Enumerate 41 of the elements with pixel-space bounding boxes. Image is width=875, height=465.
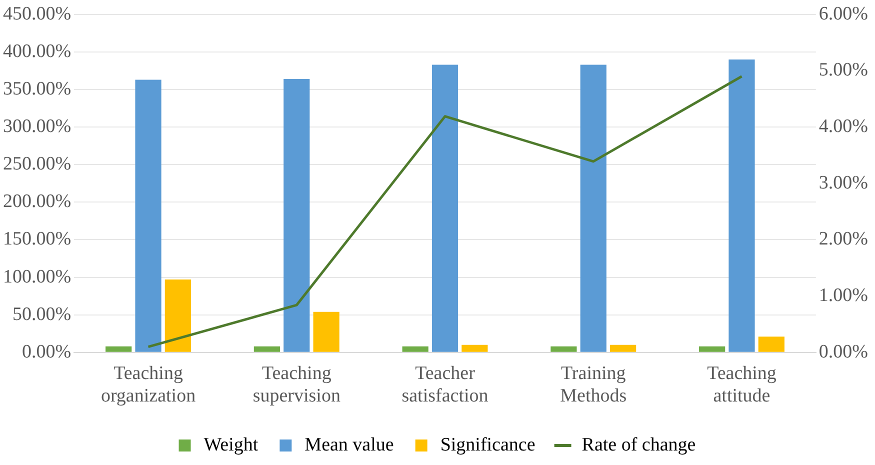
bar xyxy=(432,64,458,352)
y-tick-label: 250.00% xyxy=(3,154,72,175)
bar xyxy=(699,346,726,352)
bar xyxy=(550,346,577,352)
y2-tick-label: 3.00% xyxy=(818,172,868,194)
bar xyxy=(580,64,606,352)
y-tick-label: 100.00% xyxy=(3,266,72,288)
legend-label: Rate of change xyxy=(582,434,696,456)
legend-label: Significance xyxy=(440,434,536,456)
x-tick-label: Training Methods xyxy=(560,362,627,407)
bar xyxy=(610,344,636,352)
y2-tick-label: 1.00% xyxy=(818,285,868,306)
x-tick-label: Teaching supervision xyxy=(252,362,341,407)
bar xyxy=(164,280,191,352)
bar xyxy=(313,312,340,352)
y2-tick-label: 0.00% xyxy=(818,341,868,362)
bar xyxy=(106,346,132,352)
bar xyxy=(462,344,488,352)
y2-tick-label: 5.00% xyxy=(818,60,868,81)
y-tick-label: 0.00% xyxy=(22,341,72,362)
y-tick-label: 50.00% xyxy=(12,304,72,325)
x-tick-label: Teaching organization xyxy=(100,362,196,407)
y-tick-label: 400.00% xyxy=(3,40,72,62)
y2-tick-label: 6.00% xyxy=(818,3,868,24)
x-tick-label: Teacher satisfaction xyxy=(402,362,489,407)
legend-label: Mean value xyxy=(304,434,394,456)
bar xyxy=(758,336,784,352)
bar xyxy=(135,80,162,352)
y2-tick-label: 2.00% xyxy=(818,228,868,250)
bar xyxy=(284,78,310,352)
bar xyxy=(402,346,428,352)
bar xyxy=(254,346,280,352)
x-tick-label: Teaching attitude xyxy=(707,362,777,407)
bar xyxy=(728,59,755,352)
y2-tick-label: 4.00% xyxy=(818,116,868,138)
y-tick-label: 350.00% xyxy=(3,78,72,100)
y-tick-label: 150.00% xyxy=(3,228,72,250)
legend-label: Weight xyxy=(204,434,259,456)
y-tick-label: 450.00% xyxy=(3,3,72,24)
y-tick-label: 300.00% xyxy=(3,116,72,138)
y-tick-label: 200.00% xyxy=(3,191,72,212)
